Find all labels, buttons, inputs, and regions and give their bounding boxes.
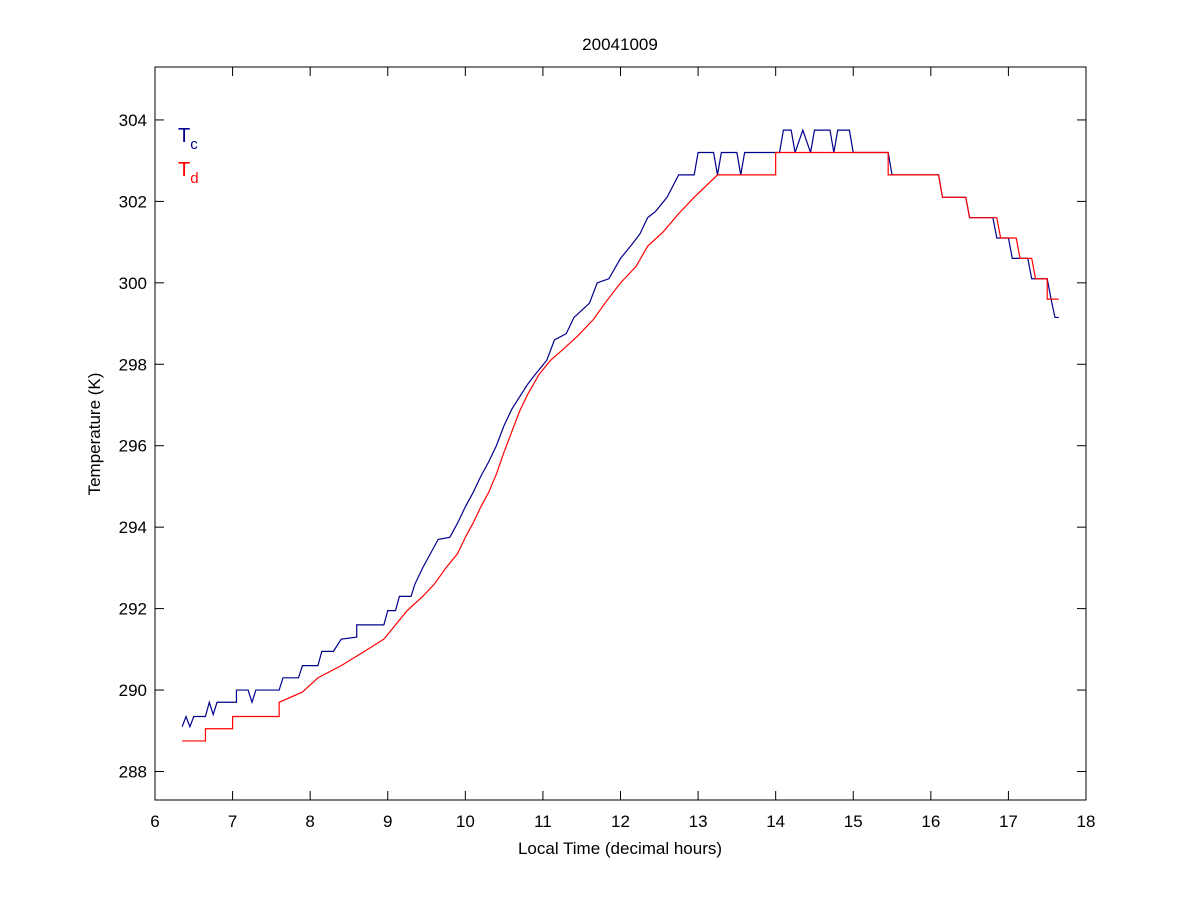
y-tick-label: 300 bbox=[119, 274, 147, 293]
x-tick-label: 11 bbox=[534, 812, 552, 831]
x-tick-label: 17 bbox=[999, 812, 1018, 831]
legend-entry: Td bbox=[178, 159, 199, 187]
x-tick-label: 15 bbox=[844, 812, 863, 831]
y-tick-label: 294 bbox=[119, 518, 147, 537]
x-tick-label: 14 bbox=[766, 812, 785, 831]
x-tick-label: 18 bbox=[1077, 812, 1096, 831]
x-axis-label: Local Time (decimal hours) bbox=[518, 839, 722, 858]
y-tick-label: 292 bbox=[119, 600, 147, 619]
x-tick-label: 6 bbox=[150, 812, 159, 831]
y-axis-label: Temperature (K) bbox=[85, 373, 104, 496]
x-tick-label: 7 bbox=[228, 812, 237, 831]
y-tick-label: 302 bbox=[119, 192, 147, 211]
legend-entry: Tc bbox=[178, 125, 198, 153]
x-tick-label: 13 bbox=[689, 812, 708, 831]
x-tick-label: 10 bbox=[456, 812, 475, 831]
series-line bbox=[182, 151, 1059, 742]
x-tick-label: 9 bbox=[383, 812, 392, 831]
x-tick-label: 16 bbox=[921, 812, 940, 831]
y-tick-label: 298 bbox=[119, 355, 147, 374]
x-tick-label: 12 bbox=[611, 812, 630, 831]
chart-title: 20041009 bbox=[582, 35, 658, 54]
y-tick-label: 296 bbox=[119, 437, 147, 456]
x-tick-label: 8 bbox=[305, 812, 314, 831]
y-tick-label: 288 bbox=[119, 762, 147, 781]
y-tick-label: 290 bbox=[119, 681, 147, 700]
y-tick-label: 304 bbox=[119, 111, 147, 130]
